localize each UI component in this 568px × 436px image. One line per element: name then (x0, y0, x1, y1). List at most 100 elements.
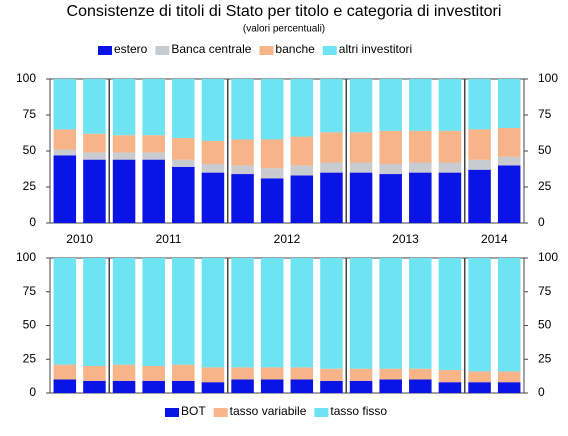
bar-segment (231, 258, 254, 368)
bar-segment (172, 380, 195, 393)
bar-segment (112, 364, 136, 381)
bar-segment (409, 258, 432, 369)
bar-segment (290, 379, 314, 393)
x-group-label: 2013 (392, 232, 419, 246)
y2-tick-label: 75 (538, 107, 552, 121)
y-tick-label: 100 (16, 71, 36, 85)
bar-segment (260, 258, 284, 368)
bar-segment (83, 152, 106, 160)
bar-segment (497, 382, 521, 393)
x-group-label: 2012 (274, 232, 301, 246)
x-group-label: 2011 (156, 232, 182, 246)
bar-segment (438, 382, 462, 393)
legend-label: tasso variabile (230, 404, 307, 418)
legend-swatch (322, 46, 337, 55)
bar-segment (53, 155, 77, 223)
bar-segment (320, 380, 343, 393)
bar-segment (83, 159, 106, 223)
bar-segment (468, 169, 491, 223)
bar-segment (142, 135, 165, 153)
bar-segment (260, 379, 284, 393)
bar-segment (201, 140, 225, 164)
bar-segment (83, 380, 106, 393)
legend-swatch (98, 46, 112, 55)
y-tick-label: 75 (23, 107, 37, 121)
x-group-label: 2014 (481, 232, 508, 246)
bar-segment (201, 258, 225, 368)
bar-segment (231, 379, 254, 393)
bar-segment (53, 379, 77, 393)
bar-segment (231, 79, 254, 140)
legend-label: estero (114, 42, 148, 56)
bar-segment (438, 172, 462, 223)
bar-segment (320, 79, 343, 133)
bar-segment (142, 380, 165, 393)
bar-segment (409, 172, 432, 223)
y2-tick-label: 0 (538, 215, 545, 229)
bar-segment (379, 258, 402, 369)
bar-segment (379, 130, 402, 164)
bar-segment (112, 152, 136, 160)
bar-segment (290, 175, 314, 223)
legend-swatch (165, 408, 179, 417)
bar-segment (497, 371, 521, 383)
bar-segment (379, 368, 402, 380)
bar-segment (497, 79, 521, 128)
bar-segment (438, 258, 462, 371)
bar-segment (320, 132, 343, 163)
bar-segment (112, 380, 136, 393)
bar-segment (290, 165, 314, 176)
y-tick-label: 100 (16, 250, 36, 264)
bar-segment (349, 258, 373, 369)
bar-segment (172, 79, 195, 139)
bar-segment (349, 79, 373, 133)
legend-label: altri investitori (339, 42, 412, 56)
bar-segment (201, 382, 225, 393)
bar-segment (201, 163, 225, 173)
bar-segment (53, 79, 77, 130)
y2-tick-label: 25 (538, 351, 552, 365)
y2-tick-label: 100 (538, 250, 558, 264)
bar-segment (260, 367, 284, 380)
bar-segment (468, 79, 491, 130)
bar-segment (112, 159, 136, 223)
bar-segment (142, 366, 165, 381)
bar-segment (260, 168, 284, 179)
bar-segment (290, 258, 314, 368)
bar-segment (201, 79, 225, 141)
bar-segment (349, 368, 373, 381)
chart-subtitle: (valori percentuali) (243, 24, 325, 35)
y-tick-label: 50 (23, 318, 37, 332)
legend-swatch (213, 408, 228, 417)
bar-segment (201, 172, 225, 223)
bar-segment (260, 178, 284, 223)
y-tick-label: 25 (23, 179, 37, 193)
bar-segment (83, 366, 106, 381)
y2-tick-label: 50 (538, 143, 552, 157)
bar-segment (349, 172, 373, 223)
bar-segment (112, 79, 136, 136)
legend-label: tasso fisso (330, 404, 387, 418)
bar-segment (83, 79, 106, 134)
bar-segment (112, 258, 136, 365)
bar-segment (260, 139, 284, 169)
bar-segment (379, 379, 402, 393)
bar-segment (379, 174, 402, 223)
bar-segment (349, 380, 373, 393)
bar-segment (409, 162, 432, 173)
bar-segment (172, 138, 195, 160)
bar-segment (172, 364, 195, 381)
bar-segment (468, 159, 491, 170)
bar-segment (290, 367, 314, 380)
bar-segment (409, 79, 432, 131)
bar-segment (438, 79, 462, 131)
bar-segment (468, 382, 491, 393)
bar-segment (172, 258, 195, 365)
bar-segment (438, 130, 462, 163)
bar-segment (231, 139, 254, 166)
bar-segment (349, 132, 373, 163)
bar-segment (142, 159, 165, 223)
chart-title: Consistenze di titoli di Stato per titol… (67, 3, 502, 20)
bar-segment (379, 79, 402, 131)
y-tick-label: 0 (29, 215, 36, 229)
